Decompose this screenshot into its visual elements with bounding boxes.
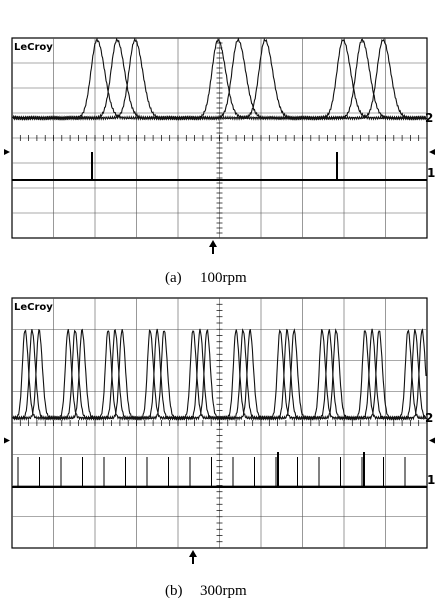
trigger-level-marker xyxy=(4,149,10,155)
scope-panel: LeCroy 2 1 (a) 100rpm xyxy=(4,37,435,286)
channel-label: 2 xyxy=(425,411,433,425)
caption-label: (b) xyxy=(165,583,183,599)
waveform xyxy=(12,37,427,121)
channel-label: 2 xyxy=(425,111,433,125)
scope-panel: LeCroy 2 1 (b) 300rpm xyxy=(4,297,435,599)
trigger-arrow xyxy=(209,240,217,254)
waveform xyxy=(12,328,427,421)
trigger-level-marker xyxy=(4,437,10,444)
caption-speed: 300rpm xyxy=(200,583,247,599)
brand-box xyxy=(13,39,53,53)
channel-label: 1 xyxy=(427,473,435,487)
waveform xyxy=(12,37,427,121)
channel-label: 1 xyxy=(427,166,435,180)
trigger-arrow xyxy=(189,550,197,564)
brand-label: LeCroy xyxy=(14,302,53,313)
brand-box xyxy=(13,299,53,313)
caption-label: (a) xyxy=(165,270,182,286)
caption-speed: 100rpm xyxy=(200,270,247,286)
brand-label: LeCroy xyxy=(14,42,53,53)
trigger-level-marker xyxy=(429,437,435,444)
trigger-level-marker xyxy=(429,149,435,155)
